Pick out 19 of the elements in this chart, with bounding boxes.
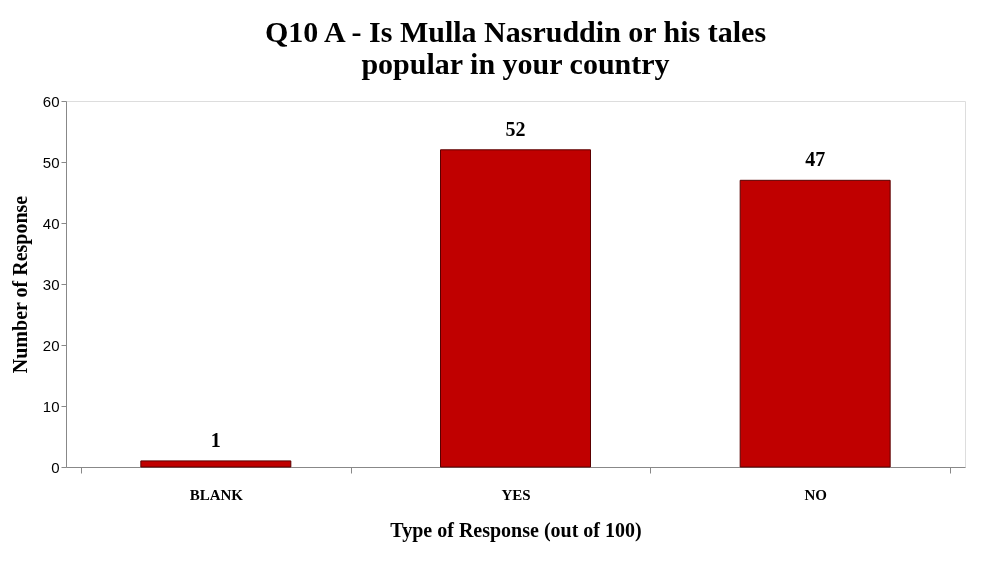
x-axis-title: Type of Response (out of 100) [390,518,642,542]
x-tick-label: BLANK [189,486,244,503]
y-tick-label: 10 [42,397,60,415]
y-tick-label: 50 [42,153,60,171]
y-tick-label: 20 [42,336,60,354]
bar [440,149,591,468]
data-label: 52 [505,117,526,140]
y-tick-label: 30 [42,275,60,293]
data-label: 1 [210,428,221,451]
y-tick-label: 0 [51,458,60,476]
y-axis-title: Number of Response [8,195,32,374]
y-tick-label: 40 [42,214,60,232]
chart-title: Q10 A - Is Mulla Nasruddin or his tales popular in your country [264,15,767,80]
x-tick-label: YES [501,486,531,503]
y-tick-label: 60 [42,92,60,110]
x-tick-label: NO [804,486,827,503]
bar [140,460,292,468]
bar [739,179,891,468]
data-label: 47 [805,148,826,171]
